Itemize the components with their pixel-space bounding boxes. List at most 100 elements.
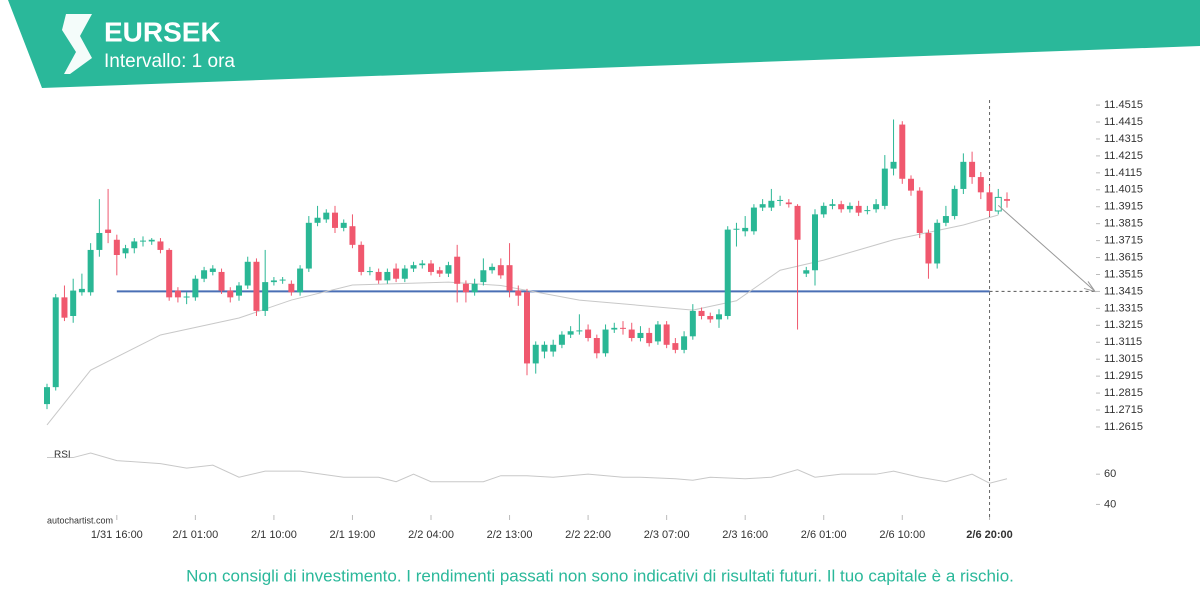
candle-body [794,205,801,240]
y-tick-label: 11.3015 [1104,353,1143,365]
candle-body [44,387,50,405]
candle-body [742,227,749,232]
interval: Intervallo: 1 ora [104,51,235,72]
candle-body [803,270,810,274]
y-tick-label: 11.3315 [1104,302,1143,314]
candle-body [262,282,269,311]
candle-body [401,268,408,279]
candle-body [689,310,696,337]
candle-body [733,228,740,230]
candle-body [52,297,59,388]
y-tick-label: 11.4115 [1104,167,1142,179]
candle-body [593,338,600,354]
candle-body [419,263,426,266]
candle-body [681,336,688,350]
y-tick-label: 11.3915 [1104,201,1143,213]
candle-body [78,288,85,293]
candle-body [934,222,941,264]
candle-body [541,344,548,352]
candle-body [148,239,155,242]
candle-body [855,205,862,213]
candle-body [332,212,338,228]
candle-body [994,196,1002,212]
candle-body [227,290,234,298]
candle-body [724,229,731,316]
y-tick-label: 11.2815 [1104,387,1143,399]
candle-body [131,241,138,249]
forecast-arrow-head [1083,281,1097,293]
candle-body [602,329,609,354]
candle-body [716,314,722,320]
rsi-line [47,452,1008,484]
y-tick-label: 11.2615 [1104,421,1143,433]
candle-body [105,229,112,233]
candle-body [567,331,574,335]
logo [62,14,92,74]
candle-body [820,205,827,215]
y-tick-label: 11.4515 [1104,99,1143,111]
candle-body [829,204,836,206]
candle-body [777,199,784,201]
candle-body [428,263,434,272]
candle-body [812,214,818,271]
candle-body [611,327,618,330]
y-tick-label: 11.4315 [1104,133,1143,145]
candle-body [750,207,757,232]
candle-body [489,266,496,271]
candle-body [977,177,984,193]
y-tick-label: 11.3115 [1104,336,1142,348]
x-tick-label: 2/2 13:00 [487,529,533,541]
candle-body [87,249,94,293]
candle-body [515,290,522,296]
y-tick-label: 11.4015 [1104,184,1143,196]
y-tick-label: 11.4415 [1104,116,1143,128]
candle-body [375,271,382,281]
candle-body [192,278,199,298]
candle-body [471,283,478,293]
candle-body [314,217,321,223]
candle-body [873,204,880,210]
x-tick-label: 2/3 07:00 [644,529,690,541]
candle-body [663,324,670,345]
x-tick-label: 2/1 10:00 [251,529,297,541]
x-tick-label: 2/1 01:00 [172,529,218,541]
y-tick-label: 11.3515 [1104,268,1143,280]
rsi-tick-label: 60 [1104,468,1116,480]
y-tick-label: 11.3615 [1104,251,1143,263]
candle-body [183,296,190,298]
candle-body [506,265,513,291]
x-tick-label: 2/6 20:00 [966,529,1012,541]
x-tick-label: 1/31 16:00 [91,529,143,541]
candle-body [174,290,181,298]
candle-body [157,241,164,250]
x-tick-label: 2/2 22:00 [565,529,611,541]
candle-body [349,226,356,245]
candle-body [707,315,714,320]
candle-body [960,161,967,189]
source: autochartist.com [47,515,113,525]
disclaimer: Non consigli di investimento. I rendimen… [186,566,1014,585]
candle-body [201,270,208,279]
candle-body [899,124,906,179]
candle-body [986,192,993,211]
candle-body [454,256,461,284]
candle-body [532,344,539,364]
candle-body [864,210,871,212]
candle-body [305,222,312,269]
symbol: EURSEK [104,16,221,47]
candle-body [140,240,146,242]
candle-body [480,270,487,283]
candle-body [969,161,976,178]
x-tick-label: 2/3 16:00 [722,529,768,541]
candle-body [436,270,443,274]
x-tick-label: 2/1 19:00 [330,529,376,541]
candle-body [698,310,705,316]
forecast-arrow [997,205,1095,291]
candle-body [846,205,853,210]
candle-body [358,244,365,272]
moving-average [46,214,999,426]
candle-body [576,330,583,332]
y-tick-label: 11.3215 [1104,319,1143,331]
candle-body [323,212,330,220]
candle-body [445,265,452,274]
